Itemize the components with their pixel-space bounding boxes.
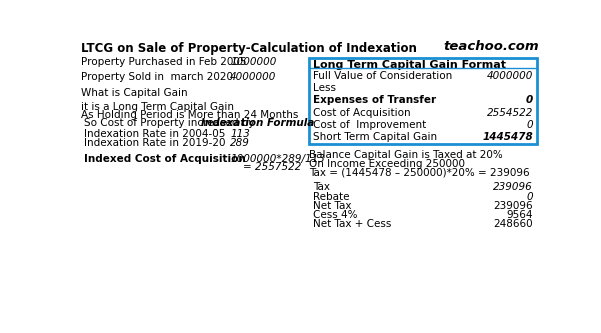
Text: 289: 289 (230, 138, 250, 148)
Text: 239096: 239096 (493, 182, 533, 192)
FancyBboxPatch shape (309, 58, 537, 144)
Text: On Income Exceeding 250000: On Income Exceeding 250000 (309, 159, 465, 168)
Text: 2554522: 2554522 (487, 108, 533, 118)
Text: Less: Less (313, 83, 336, 93)
Text: Tax = (1445478 – 250000)*20% = 239096: Tax = (1445478 – 250000)*20% = 239096 (309, 167, 530, 177)
Text: Long Term Capital Gain Format: Long Term Capital Gain Format (313, 60, 506, 70)
Text: teachoo.com: teachoo.com (443, 40, 538, 53)
Text: 1000000*289/113: 1000000*289/113 (230, 154, 325, 164)
Text: Balance Capital Gain is Taxed at 20%: Balance Capital Gain is Taxed at 20% (309, 150, 503, 160)
Text: Indexation Rate in 2004-05: Indexation Rate in 2004-05 (84, 129, 225, 139)
Text: As Holding Period is More than 24 Months: As Holding Period is More than 24 Months (81, 110, 299, 120)
Text: Indexed Cost of Acquisition: Indexed Cost of Acquisition (84, 154, 245, 164)
Text: Property Purchased in Feb 2005: Property Purchased in Feb 2005 (81, 57, 247, 67)
Text: Net Tax: Net Tax (313, 201, 352, 211)
Text: Indexation Formula: Indexation Formula (201, 119, 315, 129)
Text: Cost of  Improvement: Cost of Improvement (313, 120, 426, 130)
Text: Cost of Acquisition: Cost of Acquisition (313, 108, 410, 118)
Text: = 2557522: = 2557522 (243, 163, 301, 172)
Text: Rebate: Rebate (313, 192, 350, 202)
Text: 4000000: 4000000 (487, 71, 533, 81)
Text: Property Sold in  march 2020: Property Sold in march 2020 (81, 72, 233, 82)
Text: Full Value of Consideration: Full Value of Consideration (313, 71, 453, 81)
Text: LTCG on Sale of Property-Calculation of Indexation: LTCG on Sale of Property-Calculation of … (81, 42, 417, 55)
Text: 0: 0 (526, 95, 533, 106)
Text: 239096: 239096 (493, 201, 533, 211)
Text: 0: 0 (526, 192, 533, 202)
Text: Indexation Rate in 2019-20: Indexation Rate in 2019-20 (84, 138, 225, 148)
Text: it is a Long Term Capital Gain: it is a Long Term Capital Gain (81, 102, 234, 112)
Text: Short Term Capital Gain: Short Term Capital Gain (313, 132, 437, 143)
Text: 248660: 248660 (493, 219, 533, 229)
Text: Net Tax + Cess: Net Tax + Cess (313, 219, 391, 229)
Text: 113: 113 (230, 129, 250, 139)
Text: 9564: 9564 (507, 210, 533, 220)
Text: So Cost of Property increased by: So Cost of Property increased by (84, 119, 257, 129)
Text: Tax: Tax (313, 182, 330, 192)
Text: 1000000: 1000000 (230, 57, 276, 67)
Text: 4000000: 4000000 (230, 72, 276, 82)
Text: 0: 0 (526, 120, 533, 130)
Text: 1445478: 1445478 (483, 132, 533, 143)
Text: What is Capital Gain: What is Capital Gain (81, 88, 188, 98)
Text: Cess 4%: Cess 4% (313, 210, 358, 220)
Text: Expenses of Transfer: Expenses of Transfer (313, 95, 436, 106)
